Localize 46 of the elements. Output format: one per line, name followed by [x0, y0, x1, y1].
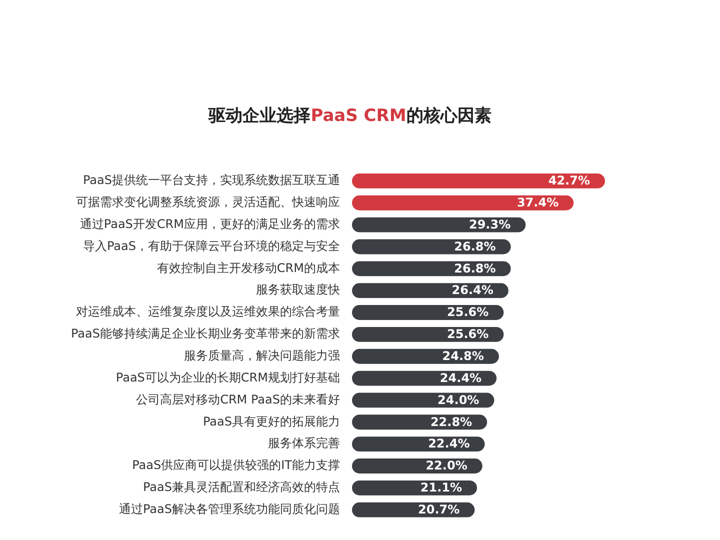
y-tick-label: 服务体系完善	[268, 436, 340, 450]
y-tick-label: PaaS能够持续满足企业长期业务变革带来的新需求	[70, 326, 340, 341]
bar	[352, 436, 485, 452]
data-label: 22.8%	[430, 414, 472, 429]
bar	[352, 480, 478, 496]
data-label: 25.6%	[447, 327, 489, 342]
data-label: 26.8%	[454, 261, 496, 276]
y-tick-label: PaaS兼具灵活配置和经济高效的特点	[142, 480, 340, 494]
data-label: 24.8%	[442, 348, 484, 363]
data-label: 21.1%	[420, 480, 462, 495]
y-tick-label: 公司高层对移动CRM PaaS的未来看好	[136, 392, 340, 406]
bar	[352, 305, 504, 320]
data-label: 29.3%	[468, 217, 511, 232]
y-tick-label: 有效控制自主开发移动CRM的成本	[156, 260, 340, 275]
bar	[352, 195, 574, 210]
data-label: 26.4%	[452, 283, 494, 298]
y-tick-label: PaaS供应商可以提供较强的IT能力支撑	[132, 458, 340, 472]
data-label: 24.0%	[438, 392, 480, 407]
y-tick-label: 通过PaaS开发CRM应用，更好的满足业务的需求	[80, 216, 340, 231]
y-tick-label: 可据需求变化调整系统资源，灵活适配、快速响应	[76, 195, 340, 210]
data-label: 26.8%	[454, 239, 496, 254]
bar	[352, 283, 508, 298]
bar	[352, 458, 482, 474]
chart-title: 驱动企业选择PaaS CRM的核心因素	[208, 106, 492, 126]
bar	[352, 348, 499, 364]
bar	[352, 502, 475, 518]
y-tick-label: 对运维成本、运维复杂度以及运维效果的综合考量	[76, 304, 340, 319]
data-label: 24.4%	[440, 370, 482, 385]
bar	[352, 261, 511, 276]
data-label: 25.6%	[447, 305, 489, 320]
data-label: 22.0%	[426, 458, 468, 473]
y-tick-label: 服务获取速度快	[256, 282, 340, 297]
data-label: 20.7%	[418, 502, 460, 516]
data-label: 37.4%	[516, 196, 559, 210]
y-tick-label: 导入PaaS，有助于保障云平台环境的稳定与安全	[82, 238, 340, 253]
y-tick-label: 通过PaaS解决各管理系统功能同质化问题	[118, 502, 340, 516]
bar	[352, 414, 488, 430]
data-label: 42.7%	[548, 174, 590, 188]
data-label: 22.4%	[428, 436, 470, 451]
y-tick-label: PaaS提供统一平台支持，实现系统数据互联互通	[82, 173, 340, 188]
y-tick-label: PaaS具有更好的拓展能力	[202, 414, 340, 428]
bar	[352, 217, 526, 232]
y-tick-label: 服务质量高，解决问题能力强	[184, 348, 340, 362]
bar	[352, 174, 605, 188]
bar	[352, 326, 504, 342]
y-tick-label: PaaS可以为企业的长期CRM规划打好基础	[116, 370, 340, 384]
